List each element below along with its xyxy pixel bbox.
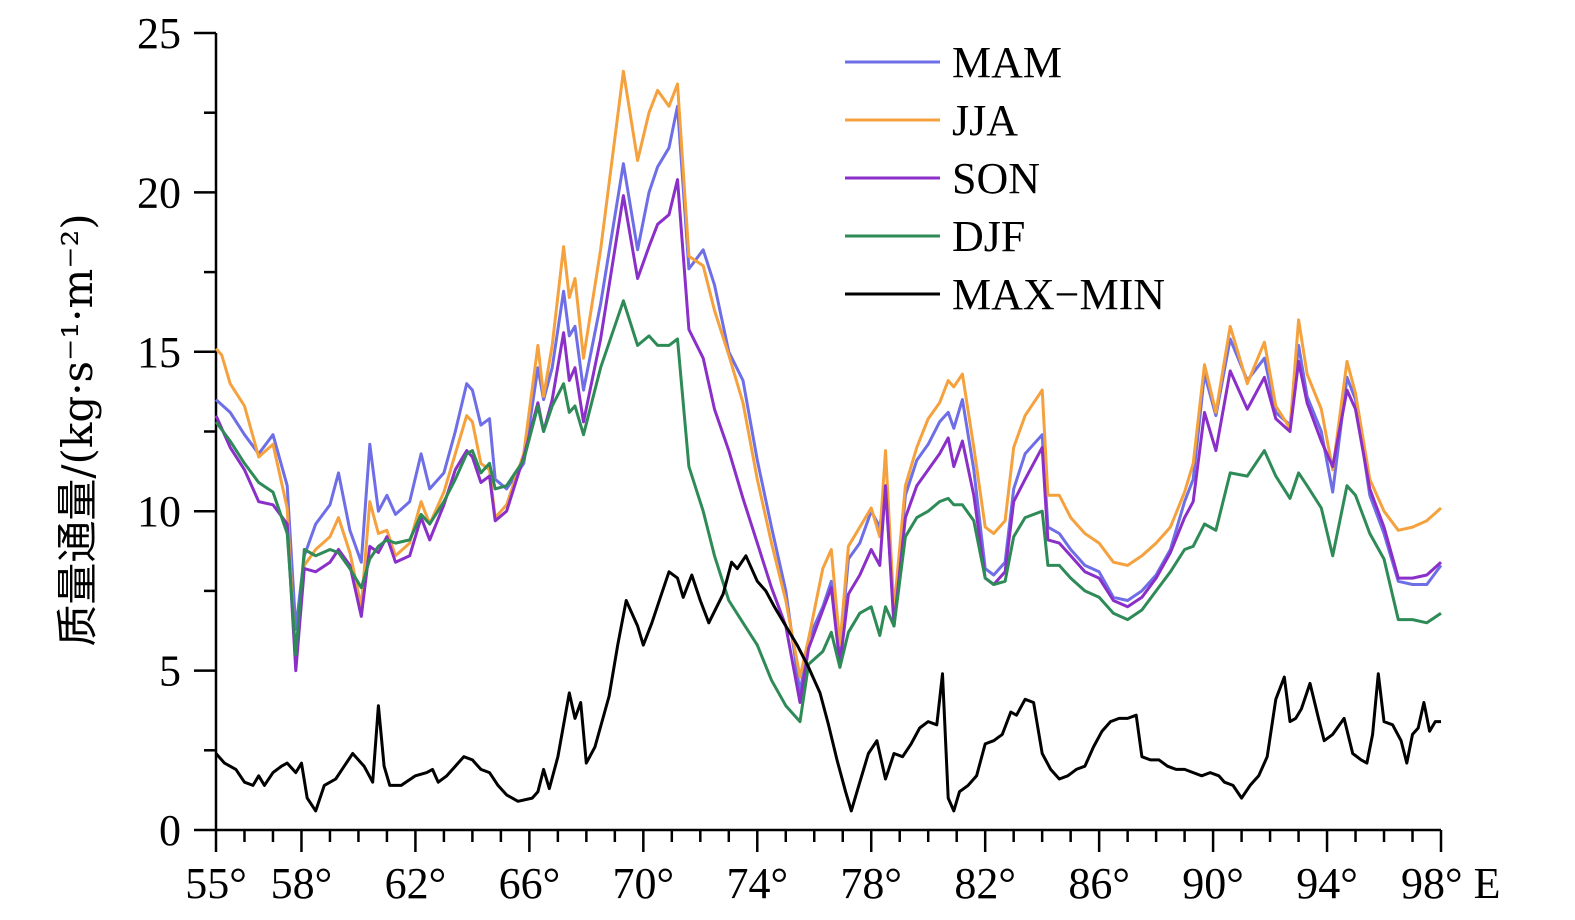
series-line-son <box>214 178 1443 704</box>
legend-entry: MAX−MIN <box>952 270 1165 319</box>
series-layer <box>214 69 1443 813</box>
x-tick-label: 70° <box>613 859 675 908</box>
x-tick-label: 74° <box>726 859 788 908</box>
x-tick-label: 58° <box>271 859 333 908</box>
x-tick-label: 94° <box>1296 859 1358 908</box>
tick-marks: 0 5 10 15 20 25 55° 58° 62° 66° 70° 74° 78° 82° 86° 90°… <box>137 9 1500 908</box>
legend-entry: DJF <box>952 212 1025 261</box>
axes <box>214 33 1441 832</box>
x-tick-label: 55° <box>185 859 247 908</box>
y-tick-label: 0 <box>159 806 181 855</box>
x-tick-label: 78° <box>840 859 902 908</box>
x-tick-label: 90° <box>1182 859 1244 908</box>
y-tick-label: 10 <box>137 487 181 536</box>
y-tick-label: 5 <box>159 647 181 696</box>
series-line-max-min <box>214 554 1441 813</box>
series-line-djf <box>214 299 1442 724</box>
legend-entry: JJA <box>952 96 1018 145</box>
y-axis-label: 质量通量/(kg·s⁻¹·m⁻²) <box>53 213 102 646</box>
x-tick-label: 82° <box>954 859 1016 908</box>
series-line-mam <box>214 104 1443 695</box>
x-tick-label: 86° <box>1068 859 1130 908</box>
series-line-jja <box>214 69 1443 679</box>
x-tick-label: 66° <box>499 859 561 908</box>
legend-entry: SON <box>952 154 1040 203</box>
x-tick-label: 98° E <box>1401 859 1500 908</box>
y-tick-label: 20 <box>137 168 181 217</box>
x-tick-label: 62° <box>385 859 447 908</box>
y-tick-label: 15 <box>137 328 181 377</box>
legend-entry: MAM <box>952 38 1062 87</box>
legend: MAM JJA SON DJF MAX−MIN <box>845 38 1165 319</box>
y-tick-label: 25 <box>137 9 181 58</box>
